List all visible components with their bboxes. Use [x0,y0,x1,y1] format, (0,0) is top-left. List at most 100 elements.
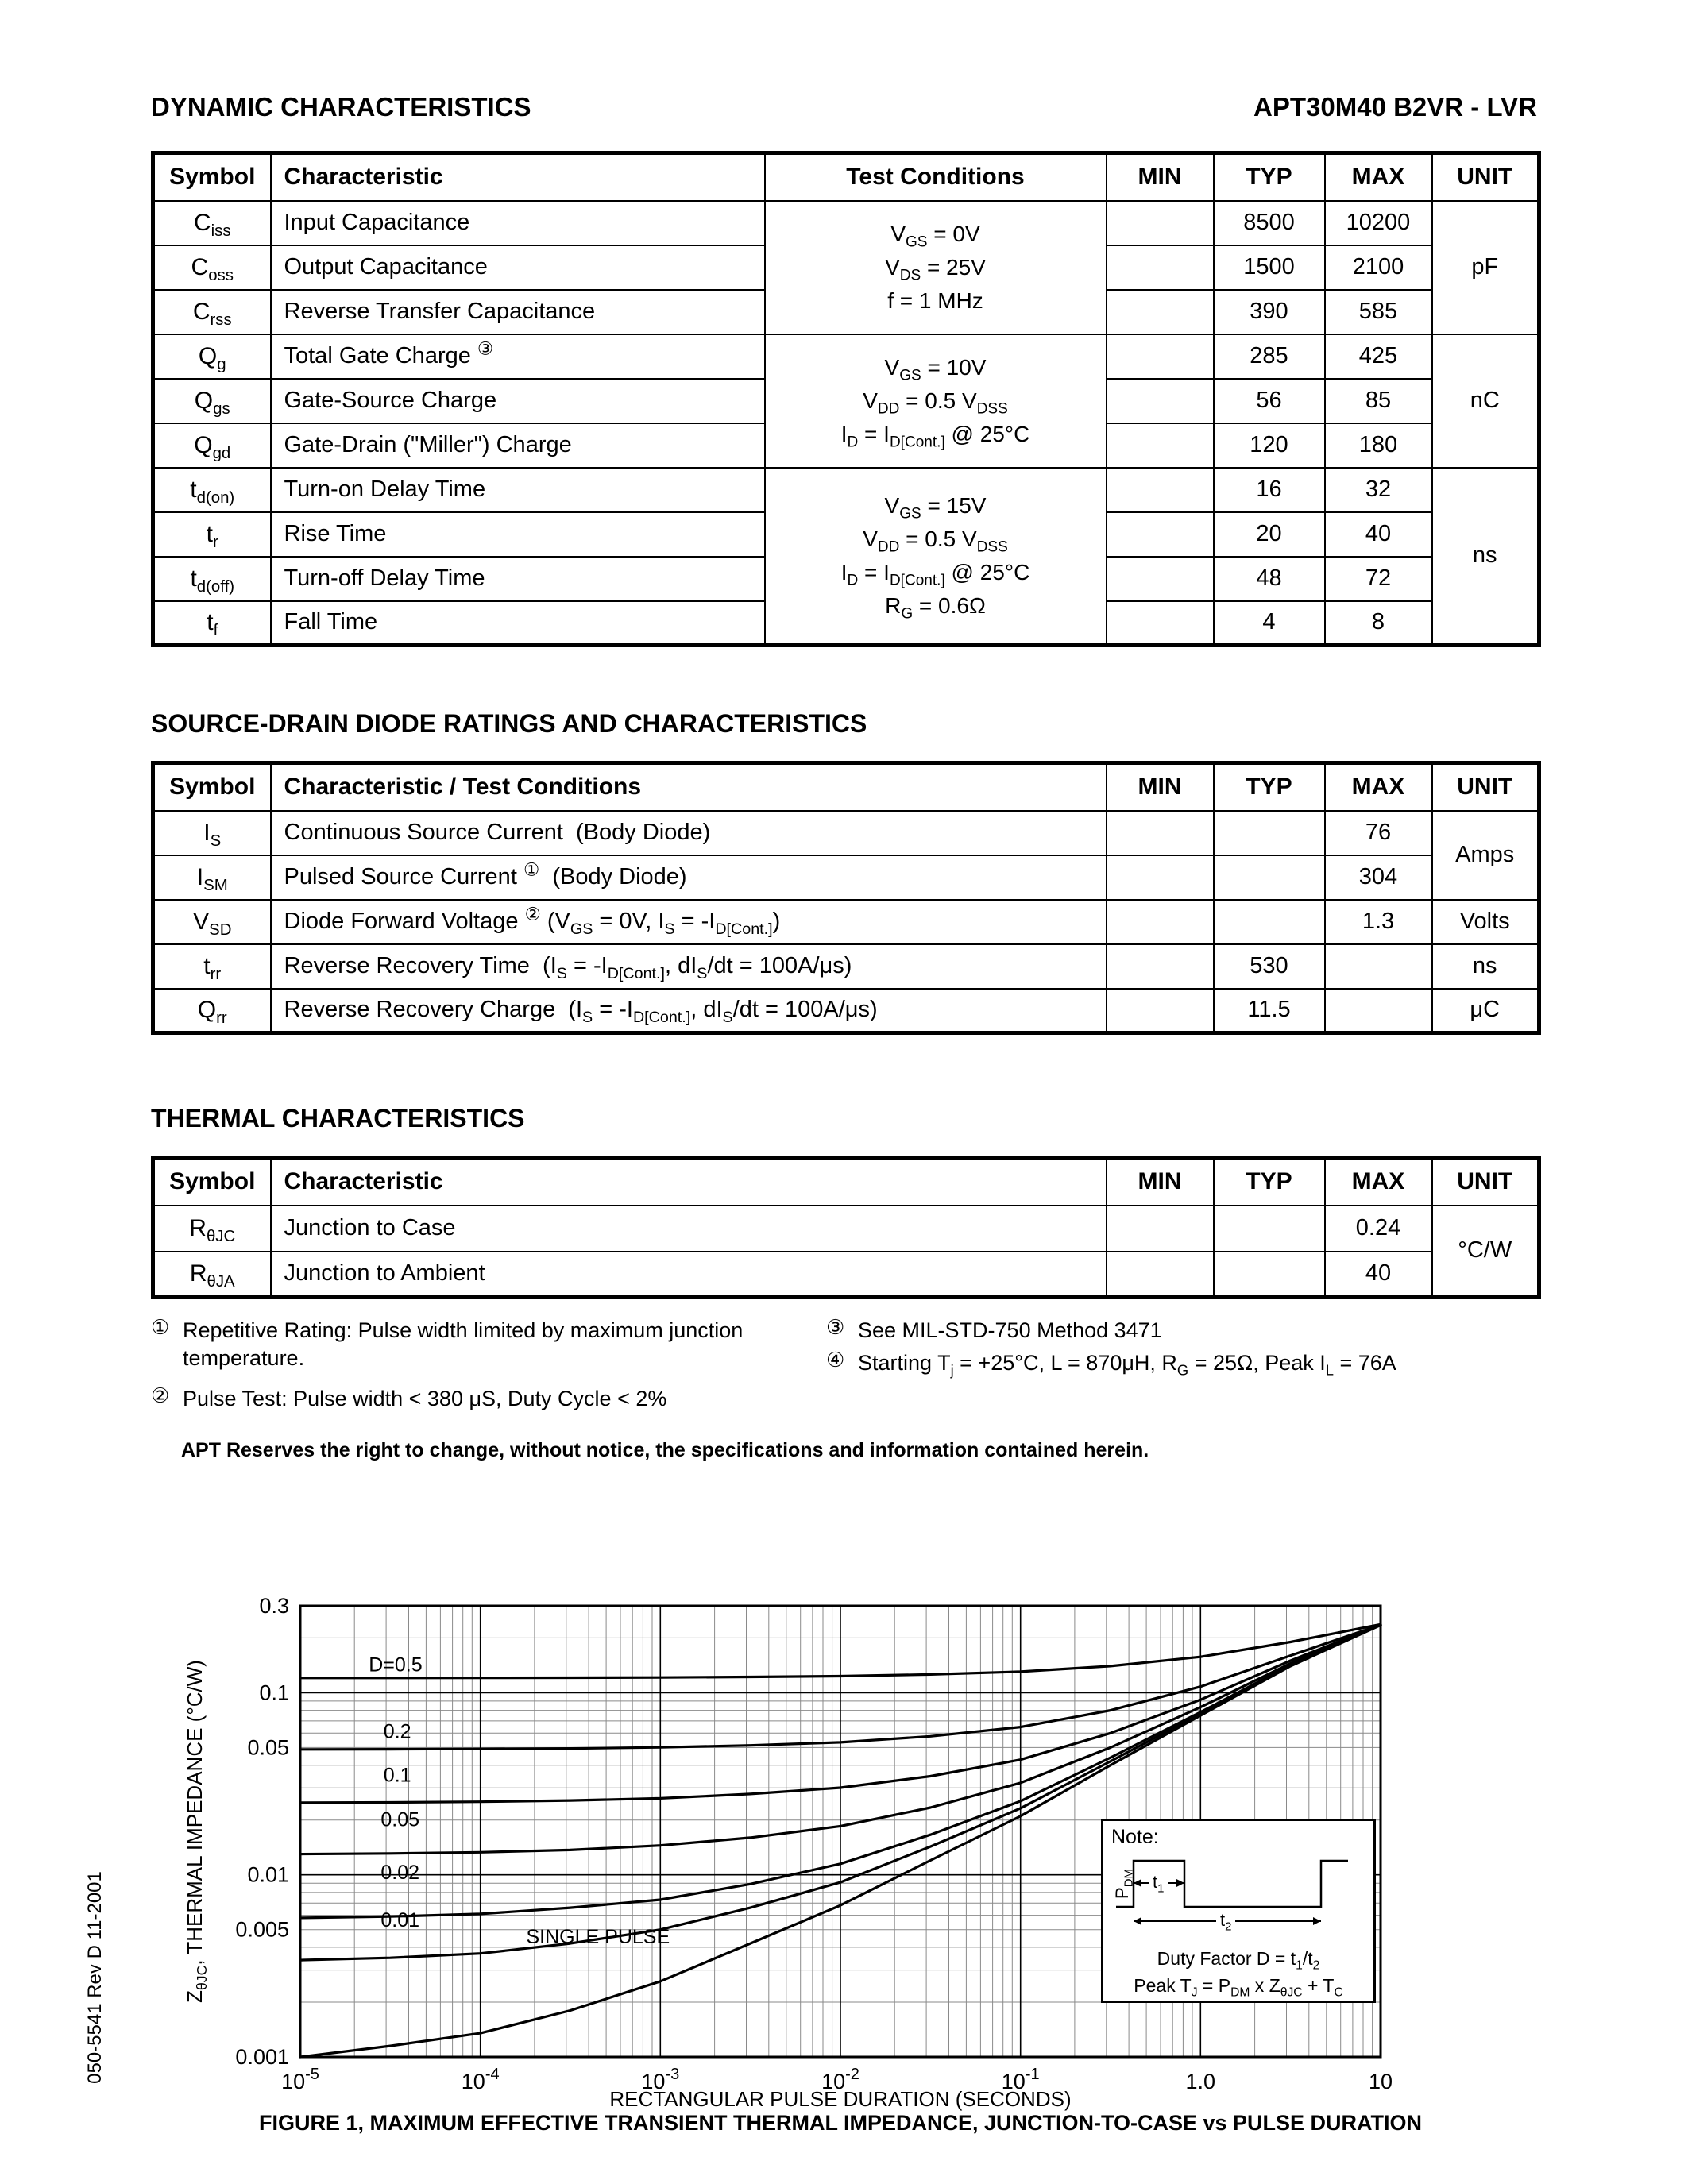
typ-cell: 11.5 [1212,987,1326,1034]
page-header: DYNAMIC CHARACTERISTICS APT30M40 B2VR - … [151,92,1537,122]
footnote-2-text: Pulse Test: Pulse width < 380 μS, Duty C… [183,1387,667,1411]
footnote-1-mark: ① [151,1315,170,1339]
typ-cell: 48 [1212,555,1326,602]
col-characteristic: Characteristic / Test Conditions [269,762,1107,812]
x-tick-label: 10 [1369,2070,1393,2093]
source-drain-diode-table: Symbol Characteristic / Test Conditions … [151,761,1541,1035]
curve-single-pulse [299,1623,1382,2059]
x-axis-label: RECTANGULAR PULSE DURATION (SECONDS) [609,2087,1071,2111]
figure-1-chart: 0.3 0.1 0.05 0.01 0.005 0.001 10-5 10-4 10-3 10-2… [151,1588,1537,2154]
min-cell [1105,288,1215,335]
y-tick-label: 0.005 [235,1918,289,1942]
pdm-label: PDM [1112,1869,1136,1899]
note-box: Note: PDM t1 t2 Duty Factor D = t1/t2 Pe… [1101,1819,1376,2003]
min-cell [1105,1204,1215,1252]
characteristic-cell: Reverse Recovery Charge (IS = -ID[Cont.]… [269,987,1107,1034]
symbol-cell: RθJC [152,1204,272,1252]
unit-cell: μC [1431,987,1540,1034]
col-unit: UNIT [1431,152,1540,202]
symbol-cell: Qgd [152,422,272,469]
test-conditions-cell: VGS = 10V VDD = 0.5 VDSS ID = ID[Cont.] @ … [763,333,1107,469]
typ-cell: 16 [1212,466,1326,513]
min-cell [1105,1250,1215,1298]
footnote-1-text: Repetitive Rating: Pulse width limited b… [183,1318,744,1371]
col-min: MIN [1105,762,1215,812]
x-tick-label: 10-3 [641,2066,679,2093]
typ-cell: 530 [1212,943,1326,990]
characteristic-cell: Turn-off Delay Time [269,555,766,602]
footnotes-left-column: ① Repetitive Rating: Pulse width limited… [151,1315,826,1418]
col-max: MAX [1323,152,1433,202]
max-cell: 1.3 [1323,898,1433,945]
min-cell [1105,987,1215,1034]
table-row: VSD Diode Forward Voltage ② (VGS = 0V, I… [152,898,1540,945]
col-symbol: Symbol [152,152,272,202]
curve-labels: D=0.5 0.2 0.1 0.05 0.02 0.01 SINGLE PULSE [369,1654,670,1949]
max-cell: 32 [1323,466,1433,513]
unit-cell: ns [1431,943,1540,990]
col-max: MAX [1323,1156,1433,1206]
max-cell [1323,943,1433,990]
curves [299,1623,1382,2059]
test-conditions-cell: VGS = 0V VDS = 25V f = 1 MHz [763,199,1107,335]
min-cell [1105,943,1215,990]
thermal-characteristics-table: Symbol Characteristic MIN TYP MAX UNIT R… [151,1156,1541,1299]
col-typ: TYP [1212,1156,1326,1206]
footnote-3-text: See MIL-STD-750 Method 3471 [858,1318,1162,1342]
symbol-cell: tf [152,600,272,646]
table-row: RθJA Junction to Ambient 40 [152,1250,1539,1298]
curve-0.02 [299,1623,1382,1920]
max-cell: 40 [1323,1250,1433,1298]
table-row: Qgd Gate-Drain ("Miller") Charge 120 180 [152,422,1539,469]
min-cell [1105,377,1215,424]
min-cell [1105,333,1215,380]
symbol-cell: Coss [152,244,272,291]
characteristic-cell: Output Capacitance [269,244,766,291]
min-cell [1105,600,1215,646]
footnotes-right-column: ③ See MIL-STD-750 Method 3471 ④ Starting… [826,1315,1537,1418]
characteristic-cell: Reverse Recovery Time (IS = -ID[Cont.], … [269,943,1107,990]
characteristic-cell: Pulsed Source Current ① (Body Diode) [269,854,1107,901]
x-tick-label: 10-4 [462,2066,500,2093]
col-typ: TYP [1212,762,1326,812]
characteristic-cell: Fall Time [269,600,766,646]
table-row: td(on) Turn-on Delay Time VGS = 15V VDD =… [152,466,1540,646]
min-cell [1105,854,1215,901]
curve-0.05 [299,1623,1382,1856]
typ-cell: 120 [1212,422,1326,469]
col-characteristic: Characteristic [269,152,766,202]
unit-cell: nC [1431,333,1540,469]
curve-label: 0.02 [380,1862,419,1884]
characteristic-cell: Turn-on Delay Time [269,466,766,513]
table-row: trr Reverse Recovery Time (IS = -ID[Cont… [152,943,1540,990]
symbol-cell: IS [152,809,272,856]
typ-cell [1212,809,1326,856]
footnote-3-mark: ③ [826,1315,845,1339]
curve-label: 0.1 [384,1764,411,1786]
footnote-4-text: Starting Tj = +25°C, L = 870μH, RG = 25Ω… [858,1351,1396,1379]
figure-caption: FIGURE 1, MAXIMUM EFFECTIVE TRANSIENT TH… [258,2111,1423,2135]
y-tick-label: 0.3 [259,1594,289,1618]
curve-0.1 [299,1623,1382,1804]
t2-arrowhead-right [1313,1917,1321,1925]
t1-arrowhead-left [1134,1879,1141,1887]
symbol-cell: Qrr [152,987,272,1034]
x-tick-label: 1.0 [1186,2070,1216,2093]
thermal-section-title: THERMAL CHARACTERISTICS [151,1104,525,1133]
footnotes: ① Repetitive Rating: Pulse width limited… [151,1315,1537,1418]
col-max: MAX [1323,762,1433,812]
symbol-cell: Qg [152,333,272,380]
x-tick-label: 10-5 [281,2066,319,2093]
t2-arrowhead-left [1134,1917,1141,1925]
col-min: MIN [1105,152,1215,202]
col-characteristic: Characteristic [269,1156,1107,1206]
footnote-4-mark: ④ [826,1348,845,1372]
unit-cell: pF [1431,199,1540,335]
max-cell: 76 [1323,809,1433,856]
typ-cell: 285 [1212,333,1326,380]
symbol-cell: Crss [152,288,272,335]
characteristic-cell: Gate-Drain ("Miller") Charge [269,422,766,469]
max-cell: 425 [1323,333,1433,380]
